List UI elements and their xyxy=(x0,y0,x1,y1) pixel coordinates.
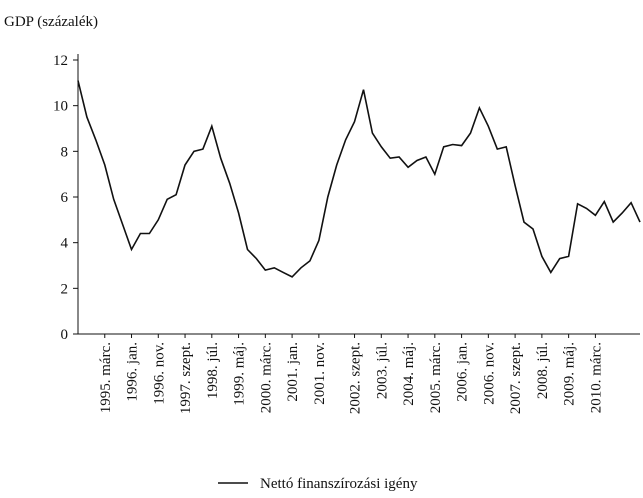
x-tick-label: 2010. márc. xyxy=(588,342,604,413)
y-tick-label: 8 xyxy=(61,144,69,160)
x-tick-label: 2002. szept. xyxy=(348,342,364,414)
y-tick-label: 0 xyxy=(61,327,69,343)
x-tick-label: 2003. júl. xyxy=(374,342,390,399)
y-tick-label: 6 xyxy=(61,190,69,206)
x-tick-label: 2009. máj. xyxy=(562,342,578,406)
x-tick-label: 2000. márc. xyxy=(258,342,274,413)
x-tick-label: 2006. jan. xyxy=(455,342,471,402)
y-axis-label: GDP (százalék) xyxy=(4,14,98,30)
legend-label: Nettó finanszírozási igény xyxy=(260,476,418,492)
y-tick-label: 4 xyxy=(61,236,69,252)
x-tick-label: 2005. márc. xyxy=(428,342,444,413)
x-tick-label: 1995. márc. xyxy=(98,342,114,413)
x-tick-label: 2006. nov. xyxy=(481,342,497,405)
x-tick-label: 1996. nov. xyxy=(151,342,167,405)
x-tick-label: 2001. jan. xyxy=(285,342,301,402)
x-tick-label: 1996. jan. xyxy=(125,342,141,402)
y-tick-label: 2 xyxy=(61,281,69,297)
x-tick-label: 1999. máj. xyxy=(232,342,248,406)
x-tick-label: 2001. nov. xyxy=(312,342,328,405)
x-tick-label: 2007. szept. xyxy=(508,342,524,414)
y-tick-label: 10 xyxy=(53,99,68,115)
y-tick-label: 12 xyxy=(53,53,68,69)
data-line xyxy=(77,80,641,278)
x-tick-label: 2008. júl. xyxy=(535,342,551,399)
x-tick-label: 1998. júl. xyxy=(205,342,221,399)
x-tick-label: 1997. szept. xyxy=(178,342,194,414)
x-tick-label: 2004. máj. xyxy=(401,342,417,406)
